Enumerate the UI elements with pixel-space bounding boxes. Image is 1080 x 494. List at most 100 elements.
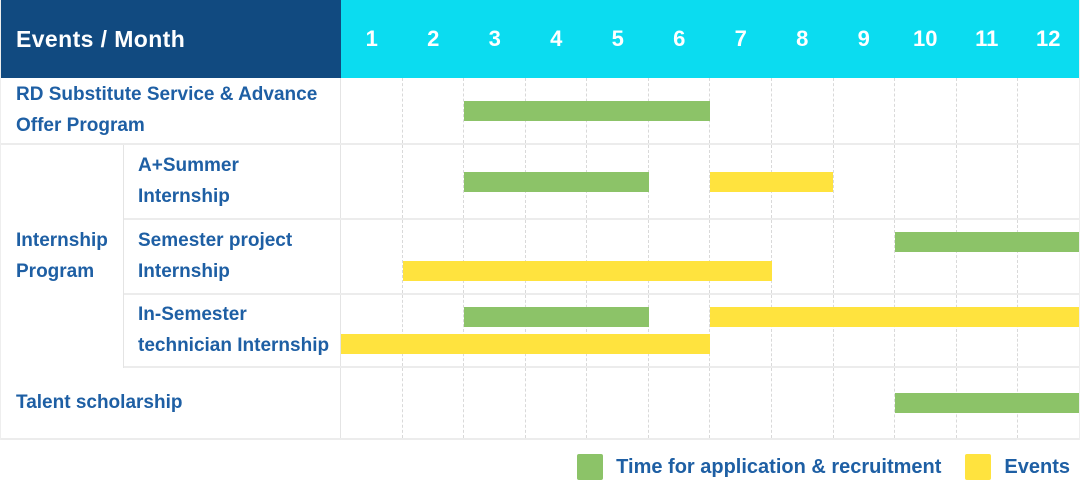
month-column — [834, 145, 896, 218]
gantt-row: In-Semester technician Internship — [124, 295, 1079, 368]
month-header-6: 6 — [673, 26, 686, 51]
month-column — [526, 220, 588, 293]
row-label: A+Summer Internship — [124, 145, 341, 218]
month-column — [1018, 145, 1079, 218]
month-header-7: 7 — [734, 26, 747, 51]
month-column — [772, 78, 834, 143]
month-header-10: 10 — [913, 26, 938, 51]
month-header-5: 5 — [611, 26, 624, 51]
legend: Time for application & recruitment Events — [0, 440, 1080, 494]
month-header-12: 12 — [1036, 26, 1061, 51]
month-column — [526, 295, 588, 366]
gantt-row: Talent scholarship — [1, 368, 1079, 440]
month-header-8: 8 — [796, 26, 809, 51]
month-header-3: 3 — [488, 26, 501, 51]
gantt-row: A+Summer Internship — [124, 145, 1079, 220]
month-column — [403, 295, 465, 366]
month-column — [649, 220, 711, 293]
month-column — [649, 145, 711, 218]
month-column — [341, 78, 403, 143]
month-gridlines — [341, 78, 1079, 143]
month-column — [957, 220, 1019, 293]
month-column — [895, 220, 957, 293]
month-column — [403, 368, 465, 438]
row-label: Semester project Internship — [124, 220, 341, 293]
gantt-table: Events / Month 1 2 3 4 5 6 7 8 9 10 11 12 RD Substi… — [0, 0, 1080, 440]
bar-application — [894, 393, 1079, 413]
chart-cell — [341, 368, 1079, 438]
chart-cell — [341, 145, 1079, 218]
month-column — [587, 295, 649, 366]
month-column — [834, 78, 896, 143]
month-column — [649, 368, 711, 438]
gantt-row: Semester project Internship — [124, 220, 1079, 295]
month-column — [526, 368, 588, 438]
legend-swatch-yellow — [965, 454, 992, 480]
month-gridlines — [341, 220, 1079, 293]
group-rows: A+Summer Internship Semester project Inte… — [124, 145, 1079, 368]
row-label: In-Semester technician Internship — [124, 295, 341, 366]
month-column — [834, 368, 896, 438]
month-column — [957, 78, 1019, 143]
month-column — [772, 295, 834, 366]
month-column — [710, 368, 773, 438]
table-header-row: Events / Month 1 2 3 4 5 6 7 8 9 10 11 12 — [1, 0, 1079, 78]
month-column — [341, 295, 403, 366]
month-header-2: 2 — [427, 26, 440, 51]
month-column — [464, 295, 526, 366]
bar-events — [710, 307, 1079, 327]
month-column — [587, 368, 649, 438]
month-column — [957, 145, 1019, 218]
bar-events — [710, 171, 833, 192]
chart-cell — [341, 78, 1079, 143]
month-column — [895, 295, 957, 366]
month-header-9: 9 — [857, 26, 870, 51]
month-column — [834, 295, 896, 366]
month-column — [341, 145, 403, 218]
month-column — [464, 220, 526, 293]
month-column — [834, 220, 896, 293]
chart-cell — [341, 220, 1079, 293]
month-column — [464, 368, 526, 438]
row-label: Talent scholarship — [1, 368, 341, 438]
month-column — [895, 78, 957, 143]
bar-application — [894, 232, 1079, 252]
bar-application — [464, 100, 710, 121]
table-body: RD Substitute Service & Advance Offer Pr… — [1, 78, 1079, 440]
month-column — [772, 220, 834, 293]
month-column — [772, 145, 834, 218]
month-column — [710, 295, 773, 366]
month-column — [1018, 78, 1079, 143]
month-column — [1018, 220, 1079, 293]
chart-cell — [341, 295, 1079, 366]
month-header-row: 1 2 3 4 5 6 7 8 9 10 11 12 — [341, 0, 1079, 78]
corner-header: Events / Month — [1, 0, 341, 78]
legend-item: Time for application & recruitment — [577, 454, 941, 480]
legend-label: Time for application & recruitment — [616, 455, 942, 478]
month-column — [403, 78, 465, 143]
month-column — [710, 220, 773, 293]
group-internship-program: Internship Program A+Summer Internship Sem… — [1, 145, 1079, 368]
legend-swatch-green — [577, 454, 604, 480]
month-column — [649, 295, 711, 366]
month-column — [1018, 295, 1079, 366]
month-column — [587, 220, 649, 293]
bar-application — [464, 171, 649, 192]
bar-events — [402, 261, 772, 281]
bar-application — [464, 307, 649, 327]
month-column — [710, 78, 773, 143]
month-column — [957, 295, 1019, 366]
month-header-4: 4 — [550, 26, 563, 51]
month-gridlines — [341, 295, 1079, 366]
bar-events — [341, 334, 710, 354]
month-column — [341, 220, 403, 293]
legend-label: Events — [1004, 455, 1070, 478]
month-column — [772, 368, 834, 438]
row-label: RD Substitute Service & Advance Offer Pr… — [1, 78, 341, 143]
month-column — [403, 145, 465, 218]
month-header-1: 1 — [365, 26, 378, 51]
month-column — [403, 220, 465, 293]
month-column — [341, 368, 403, 438]
month-header-11: 11 — [975, 26, 999, 51]
